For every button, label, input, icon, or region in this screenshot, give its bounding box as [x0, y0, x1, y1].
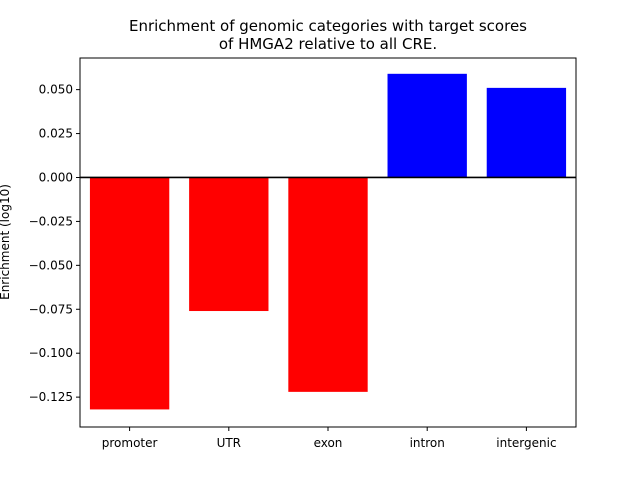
bar-intergenic [486, 87, 567, 178]
y-tick-label: −0.075 [29, 302, 73, 316]
y-tick-label: 0.050 [39, 83, 73, 97]
bar-intron [387, 73, 467, 178]
y-tick-label: −0.100 [29, 346, 73, 360]
bar-exon [288, 177, 368, 392]
y-axis-label: Enrichment (log10) [0, 184, 12, 300]
bar-promoter [89, 177, 170, 410]
y-tick-label: 0.025 [39, 127, 73, 141]
x-tick-label: UTR [217, 436, 241, 450]
plot-area: promoter UTR exon intron intergenic 0.050 0.02… [29, 57, 577, 450]
bar-UTR [189, 177, 269, 312]
x-tick-label: intergenic [496, 436, 556, 450]
y-tick-label: −0.125 [29, 390, 73, 404]
x-tick-label: promoter [102, 436, 158, 450]
y-tick-label: −0.050 [29, 258, 73, 272]
axes-frame [79, 57, 577, 428]
chart-title-line2: of HMGA2 relative to all CRE. [219, 35, 437, 53]
x-tick-label: exon [314, 436, 343, 450]
chart-title-line1: Enrichment of genomic categories with ta… [129, 17, 527, 35]
y-tick-label: −0.025 [29, 214, 73, 228]
y-tick-label: 0.000 [39, 170, 73, 184]
x-tick-label: intron [410, 436, 445, 450]
